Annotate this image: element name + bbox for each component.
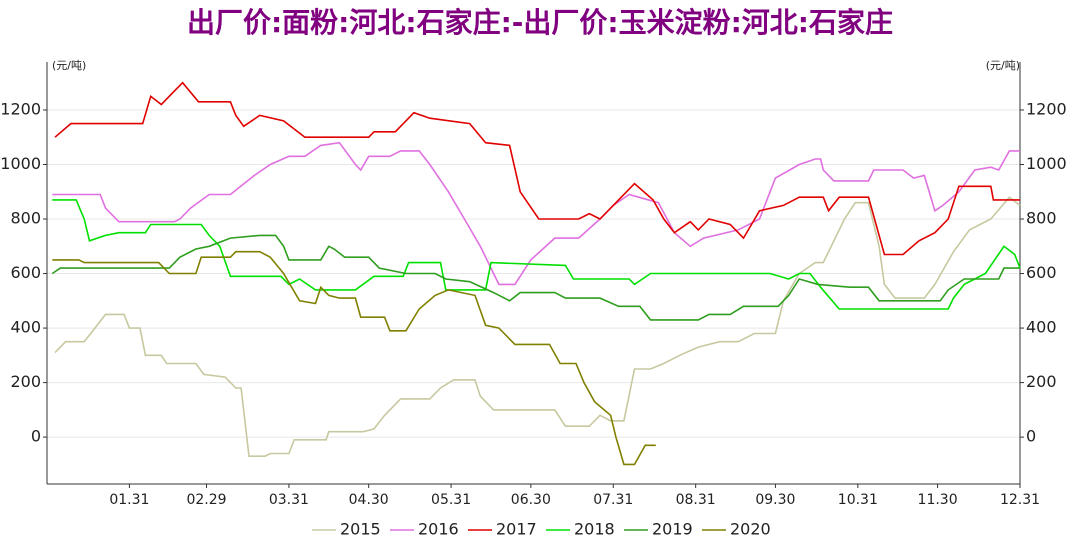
y-tick-label: 400 [10,318,41,337]
y-tick-label: 800 [10,209,41,228]
series-line [54,196,1021,457]
chart-title: 出厂价:面粉:河北:石家庄:-出厂价:玉米淀粉:河北:石家庄 [187,6,893,39]
x-tick-label: 05.31 [431,492,471,508]
legend-label: 2020 [730,520,771,539]
legend-label: 2017 [496,520,537,539]
legend-label: 2018 [574,520,615,539]
x-tick-label: 02.29 [186,492,226,508]
y-tick-label: 200 [10,372,41,391]
y2-axis-unit: (元/吨) [986,59,1020,72]
x-tick-label: 04.30 [349,492,389,508]
x-tick-label: 07.31 [593,492,633,508]
legend-label: 2015 [340,520,381,539]
series-line [54,81,1020,256]
legend-label: 2019 [652,520,693,539]
x-tick-label: 03.31 [269,492,309,508]
y2-tick-label: 800 [1026,209,1057,228]
series-line [51,234,1020,321]
y2-tick-label: 600 [1026,263,1057,282]
y2-tick-label: 200 [1026,372,1057,391]
y-tick-label: 0 [31,427,41,446]
x-tick-label: 11.30 [918,492,958,508]
x-tick-label: 12.31 [1000,492,1040,508]
series-line [52,141,1020,286]
y-tick-label: 600 [10,263,41,282]
y2-tick-label: 400 [1026,318,1057,337]
series-line [52,199,1021,310]
y2-tick-label: 1200 [1026,99,1067,118]
y2-tick-label: 1000 [1026,154,1067,173]
x-tick-label: 06.30 [511,492,551,508]
y-tick-label: 1200 [0,99,41,118]
series-line [52,250,656,466]
y2-tick-label: 0 [1026,427,1036,446]
x-tick-label: 01.31 [109,492,149,508]
legend-label: 2016 [418,520,459,539]
x-tick-label: 08.31 [676,492,716,508]
x-tick-label: 09.30 [755,492,795,508]
x-tick-label: 10.31 [838,492,878,508]
y-tick-label: 1000 [0,154,41,173]
y-axis-unit: (元/吨) [52,59,86,72]
